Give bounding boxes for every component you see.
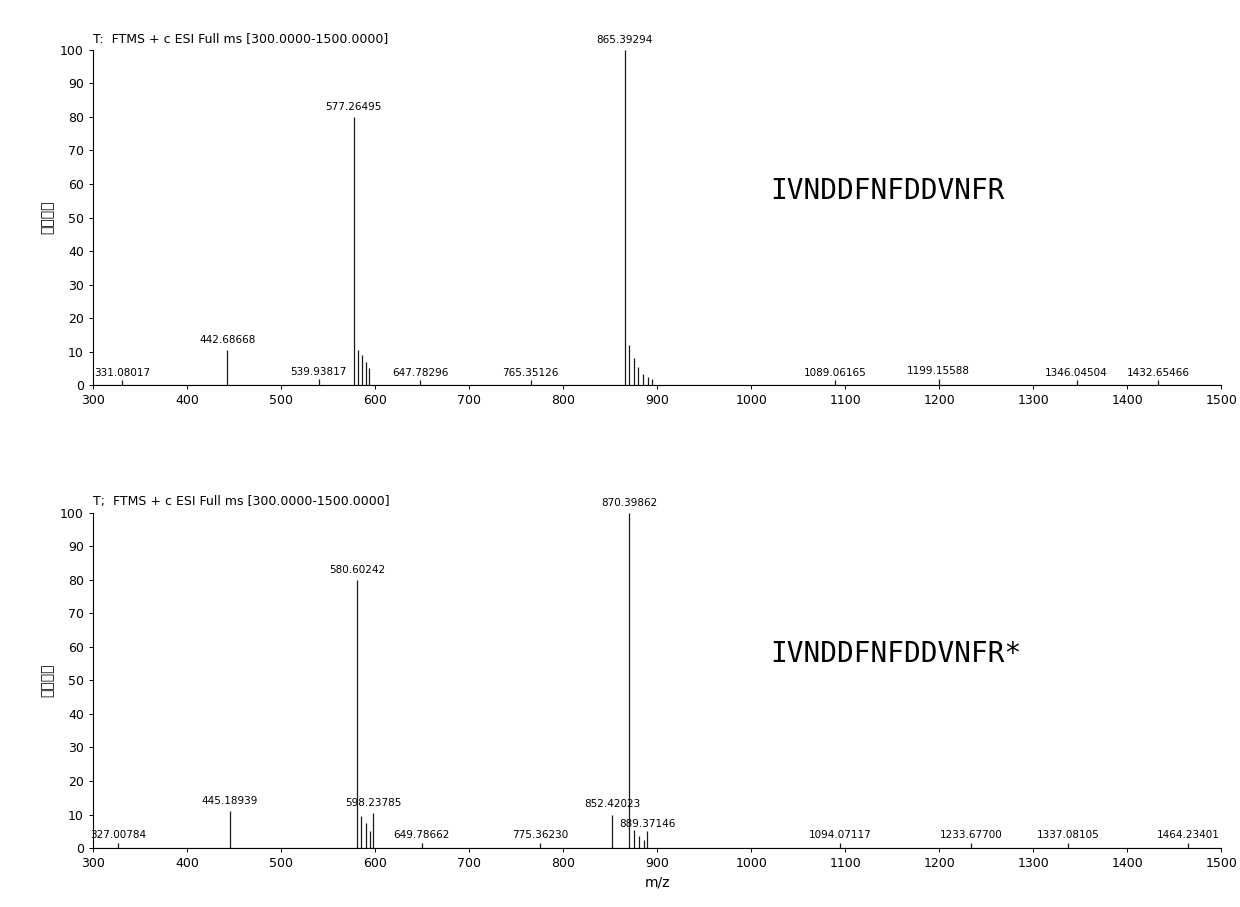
Text: 1432.65466: 1432.65466 [1127, 367, 1189, 377]
Text: 1346.04504: 1346.04504 [1045, 367, 1109, 377]
Text: 852.42023: 852.42023 [584, 799, 641, 809]
Text: 445.18939: 445.18939 [201, 796, 258, 806]
Text: 765.35126: 765.35126 [502, 367, 559, 377]
Text: 442.68668: 442.68668 [198, 335, 255, 345]
Text: 775.36230: 775.36230 [512, 830, 568, 840]
Text: 331.08017: 331.08017 [94, 367, 150, 377]
Text: IVNDDFNFDDVNFR: IVNDDFNFDDVNFR [770, 177, 1004, 205]
Text: 870.39862: 870.39862 [601, 498, 657, 508]
Text: 889.37146: 889.37146 [619, 819, 676, 829]
Text: 1089.06165: 1089.06165 [804, 367, 867, 377]
Text: 865.39294: 865.39294 [596, 34, 652, 44]
Text: 577.26495: 577.26495 [326, 102, 382, 112]
Text: 1464.23401: 1464.23401 [1157, 830, 1219, 840]
Text: 649.78662: 649.78662 [394, 830, 450, 840]
Text: 580.60242: 580.60242 [329, 565, 384, 575]
Text: 327.00784: 327.00784 [91, 830, 146, 840]
Y-axis label: 相对丰度: 相对丰度 [41, 664, 55, 697]
Text: 1337.08105: 1337.08105 [1037, 830, 1100, 840]
Text: 1199.15588: 1199.15588 [906, 366, 970, 375]
Text: 539.93817: 539.93817 [290, 366, 347, 376]
Text: 1233.67700: 1233.67700 [940, 830, 1002, 840]
Y-axis label: 相对丰度: 相对丰度 [41, 200, 55, 234]
Text: IVNDDFNFDDVNFR*: IVNDDFNFDDVNFR* [770, 639, 1022, 668]
Text: T:  FTMS + c ESI Full ms [300.0000-1500.0000]: T: FTMS + c ESI Full ms [300.0000-1500.0… [93, 33, 388, 45]
Text: 647.78296: 647.78296 [392, 367, 448, 377]
Text: T;  FTMS + c ESI Full ms [300.0000-1500.0000]: T; FTMS + c ESI Full ms [300.0000-1500.0… [93, 495, 389, 508]
X-axis label: m/z: m/z [645, 875, 670, 890]
Text: 1094.07117: 1094.07117 [808, 830, 870, 840]
Text: 598.23785: 598.23785 [345, 798, 402, 808]
